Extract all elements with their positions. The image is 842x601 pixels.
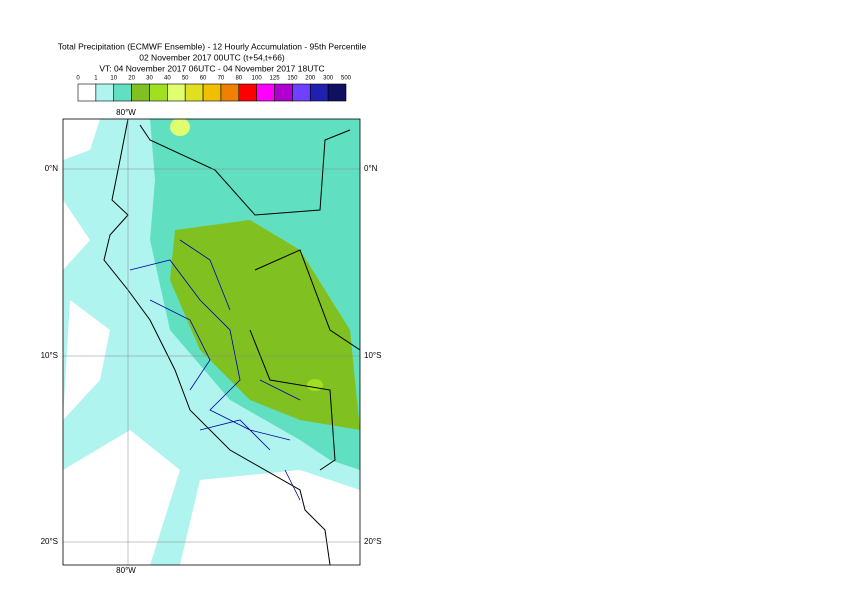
color-swatch	[309, 83, 329, 102]
level-label: 300	[323, 76, 334, 82]
color-swatch	[149, 83, 168, 102]
lat-label: 10°S	[364, 351, 381, 360]
lat-label: 20°S	[41, 537, 58, 546]
level-label: 60	[200, 76, 207, 82]
precip-peak	[170, 119, 190, 136]
color-swatch	[274, 83, 293, 102]
level-label: 125	[270, 76, 281, 82]
level-label: 50	[182, 76, 189, 82]
admin-border	[129, 239, 301, 501]
coastline	[103, 119, 331, 565]
level-label: 80	[235, 76, 242, 82]
level-label: 20	[128, 76, 135, 82]
precip-20-30	[170, 220, 360, 430]
color-swatch	[220, 83, 240, 102]
color-swatch	[113, 83, 132, 102]
level-label: 0	[76, 76, 80, 82]
map	[63, 119, 360, 565]
level-label: 40	[164, 76, 171, 82]
dry-area	[63, 119, 360, 565]
country-border	[139, 124, 360, 471]
color-swatch	[256, 83, 275, 102]
color-swatch	[292, 83, 311, 102]
level-label: 150	[287, 76, 298, 82]
color-swatch	[238, 83, 257, 102]
level-label: 30	[146, 76, 153, 82]
color-swatch	[202, 83, 222, 102]
color-swatch	[327, 83, 347, 102]
level-label: 70	[218, 76, 225, 82]
color-swatch	[131, 83, 150, 102]
lat-label: 10°S	[41, 351, 58, 360]
level-label: 100	[252, 76, 263, 82]
map-frame	[62, 118, 361, 566]
run-time: 02 November 2017 00UTC (t+54,t+66)	[139, 52, 285, 62]
level-label: 1	[94, 76, 98, 82]
lat-label: 0°N	[45, 164, 59, 173]
level-label: 500	[341, 76, 352, 82]
color-swatch	[167, 83, 186, 102]
colorbar: 0 1 10 20 30 40 50 60 70 80 100 125 150 200 300 500	[76, 76, 352, 102]
lat-label: 0°N	[364, 164, 378, 173]
title: Total Precipitation (ECMWF Ensemble) - 1…	[58, 41, 367, 51]
color-swatch	[95, 83, 115, 102]
precip-peak	[307, 379, 323, 391]
valid-time: VT: 04 November 2017 06UTC - 04 November…	[99, 63, 324, 73]
level-label: 200	[305, 76, 316, 82]
lon-label: 80°W	[116, 108, 136, 117]
graticule	[63, 119, 360, 565]
lon-label: 80°W	[116, 566, 136, 575]
color-swatch	[77, 83, 97, 102]
level-label: 10	[110, 76, 117, 82]
lat-label: 20°S	[364, 537, 381, 546]
color-swatch	[184, 83, 204, 102]
